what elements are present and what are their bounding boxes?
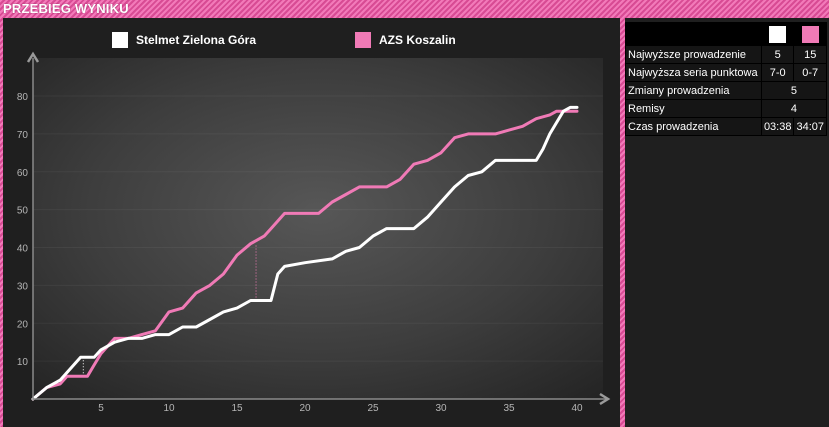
- y-tick-label: 50: [17, 206, 29, 217]
- y-tick-label: 40: [17, 244, 29, 255]
- series-line-0: [31, 105, 579, 401]
- x-axis-arrow-icon: [599, 392, 611, 406]
- stats-row-ties: Remisy 4: [625, 99, 828, 118]
- x-tick-label: 30: [435, 403, 447, 414]
- y-tick-label: 70: [17, 130, 29, 141]
- stats-row-lead-changes: Zmiany prowadzenia 5: [625, 81, 828, 100]
- x-tick-label: 40: [571, 403, 583, 414]
- stats-row-longest-run: Najwyższa seria punktowa 7-0 0-7: [625, 63, 827, 82]
- y-tick-label: 80: [17, 92, 29, 103]
- y-tick-label: 20: [17, 319, 29, 330]
- x-tick-label: 5: [98, 403, 104, 414]
- stat-value: 5: [760, 81, 828, 100]
- y-tick-label: 30: [17, 281, 29, 292]
- legend-swatch-azs: [355, 32, 371, 48]
- x-tick-label: 15: [231, 403, 243, 414]
- x-tick-label: 35: [503, 403, 515, 414]
- stats-table: Najwyższe prowadzenie 5 15 Najwyższa ser…: [625, 22, 828, 136]
- x-tick-label: 10: [163, 403, 175, 414]
- stat-label: Najwyższe prowadzenie: [625, 45, 762, 64]
- legend-label-stelmet: Stelmet Zielona Góra: [136, 33, 257, 47]
- stat-value-team-b: 34:07: [793, 117, 827, 136]
- legend-item-stelmet: Stelmet Zielona Góra: [112, 30, 256, 50]
- stats-panel: Najwyższe prowadzenie 5 15 Najwyższa ser…: [625, 18, 829, 427]
- stats-row-time-leading: Czas prowadzenia 03:38 34:07: [625, 117, 827, 136]
- stat-value-team-a: 03:38: [760, 117, 795, 136]
- stat-label: Zmiany prowadzenia: [625, 81, 762, 100]
- page-title: PRZEBIEG WYNIKU: [3, 1, 129, 16]
- x-tick-label: 25: [367, 403, 379, 414]
- stat-value-team-a: 5: [760, 45, 795, 64]
- legend-item-azs: AZS Koszalin: [355, 30, 456, 50]
- stats-header-blank: [625, 22, 762, 46]
- stat-label: Remisy: [625, 99, 762, 118]
- stats-header-row: [625, 22, 827, 46]
- chart-panel: Stelmet Zielona Góra AZS Koszalin 10 20 30…: [3, 18, 620, 427]
- stats-header-team-a: [760, 22, 795, 46]
- team-b-swatch: [801, 25, 819, 43]
- legend-swatch-stelmet: [112, 32, 128, 48]
- stat-value: 4: [760, 99, 828, 118]
- stat-value-team-a: 7-0: [760, 63, 795, 82]
- y-tick-label: 60: [17, 168, 29, 179]
- x-tick-label: 20: [299, 403, 311, 414]
- stat-value-team-b: 0-7: [793, 63, 827, 82]
- score-progress-chart: 10 20 30 40 50 60 70 80 5 10 15 20 25 30 35 40: [17, 51, 611, 414]
- team-a-swatch: [769, 25, 787, 43]
- stat-value-team-b: 15: [793, 45, 827, 64]
- plot-area: [33, 58, 603, 399]
- stat-label: Czas prowadzenia: [625, 117, 762, 136]
- legend-label-azs: AZS Koszalin: [379, 33, 456, 47]
- stats-header-team-b: [793, 22, 827, 46]
- stat-label: Najwyższa seria punktowa: [625, 63, 762, 82]
- y-tick-label: 10: [17, 357, 29, 368]
- stats-row-largest-lead: Najwyższe prowadzenie 5 15: [625, 45, 827, 64]
- y-axis-arrow-icon: [26, 51, 40, 63]
